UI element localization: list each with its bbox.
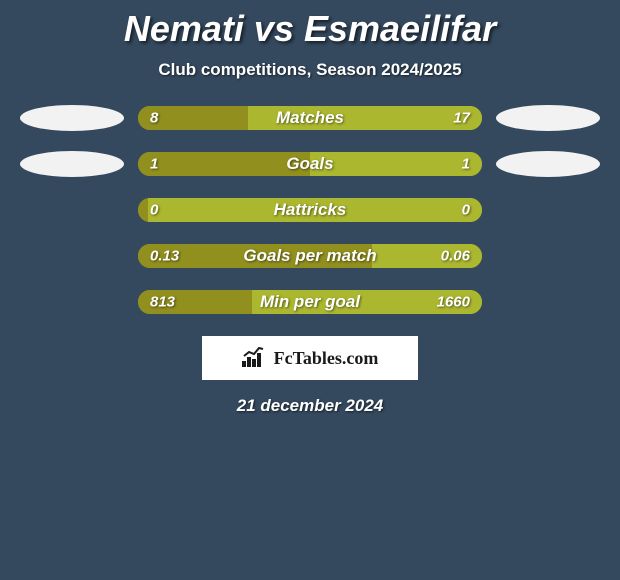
right-value: 0.06 bbox=[441, 248, 470, 265]
right-value: 1660 bbox=[437, 294, 470, 311]
stat-bar: 8 Matches 17 bbox=[138, 106, 482, 130]
bar-left-segment bbox=[138, 152, 310, 176]
metric-label: Goals per match bbox=[243, 246, 376, 266]
metric-label: Matches bbox=[276, 108, 344, 128]
badge-text: FcTables.com bbox=[274, 348, 379, 369]
right-oval bbox=[496, 151, 600, 177]
stat-bar: 1 Goals 1 bbox=[138, 152, 482, 176]
stat-row: 0.13 Goals per match 0.06 bbox=[0, 244, 620, 268]
date-text: 21 december 2024 bbox=[0, 396, 620, 416]
fctables-badge[interactable]: FcTables.com bbox=[202, 336, 418, 380]
left-value: 1 bbox=[150, 156, 158, 173]
stats-container: 8 Matches 17 1 Goals 1 0 Hattricks 0 0.13 Goals pe… bbox=[0, 106, 620, 314]
subtitle: Club competitions, Season 2024/2025 bbox=[0, 60, 620, 106]
stat-row: 8 Matches 17 bbox=[0, 106, 620, 130]
left-oval bbox=[20, 151, 124, 177]
right-value: 17 bbox=[453, 110, 470, 127]
metric-label: Min per goal bbox=[260, 292, 360, 312]
page-title: Nemati vs Esmaeilifar bbox=[0, 0, 620, 60]
spacer bbox=[20, 289, 124, 315]
metric-label: Hattricks bbox=[274, 200, 347, 220]
stat-bar: 0.13 Goals per match 0.06 bbox=[138, 244, 482, 268]
metric-label: Goals bbox=[286, 154, 333, 174]
bar-right-segment bbox=[310, 152, 482, 176]
spacer bbox=[496, 289, 600, 315]
left-value: 0 bbox=[150, 202, 158, 219]
stat-row: 0 Hattricks 0 bbox=[0, 198, 620, 222]
right-value: 1 bbox=[462, 156, 470, 173]
left-oval bbox=[20, 105, 124, 131]
right-value: 0 bbox=[462, 202, 470, 219]
stat-row: 813 Min per goal 1660 bbox=[0, 290, 620, 314]
bar-left-segment bbox=[138, 198, 148, 222]
left-value: 8 bbox=[150, 110, 158, 127]
chart-icon bbox=[242, 347, 268, 369]
left-value: 813 bbox=[150, 294, 175, 311]
stat-row: 1 Goals 1 bbox=[0, 152, 620, 176]
stat-bar: 0 Hattricks 0 bbox=[138, 198, 482, 222]
right-oval bbox=[496, 105, 600, 131]
spacer bbox=[496, 243, 600, 269]
spacer bbox=[496, 197, 600, 223]
spacer bbox=[20, 243, 124, 269]
left-value: 0.13 bbox=[150, 248, 179, 265]
spacer bbox=[20, 197, 124, 223]
stat-bar: 813 Min per goal 1660 bbox=[138, 290, 482, 314]
